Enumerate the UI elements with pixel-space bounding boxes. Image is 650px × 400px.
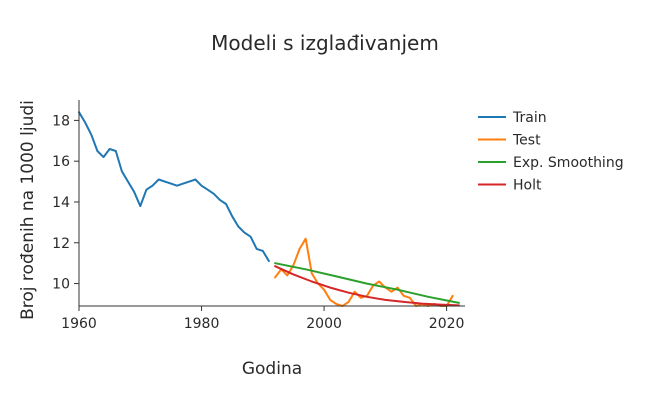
plot-area <box>78 111 460 307</box>
legend-label: Train <box>512 110 547 126</box>
legend-label: Holt <box>513 178 542 194</box>
y-axis-title: Broj rođenih na 1000 ljudi <box>18 100 38 320</box>
y-axis-ticks: 10 12 14 16 18 <box>52 113 79 293</box>
y-tick-label: 12 <box>52 236 70 252</box>
series-line-holt <box>274 265 460 307</box>
x-axis-ticks: 1960 1980 2000 2020 <box>61 306 464 332</box>
x-tick-label: 2020 <box>429 316 465 332</box>
y-tick-label: 14 <box>52 195 70 211</box>
legend-item-test[interactable]: Test <box>478 133 541 149</box>
x-tick-label: 1980 <box>184 316 220 332</box>
y-tick-label: 18 <box>52 113 70 129</box>
legend-item-train[interactable]: Train <box>478 110 547 126</box>
series-line-train <box>78 111 270 263</box>
legend-item-holt[interactable]: Holt <box>478 178 542 194</box>
x-tick-label: 2000 <box>306 316 342 332</box>
series-line-exp-smoothing <box>274 262 460 304</box>
chart-title: Modeli s izglađivanjem <box>211 31 439 55</box>
legend: Train Test Exp. Smoothing Holt <box>478 110 624 194</box>
legend-item-exp-smoothing[interactable]: Exp. Smoothing <box>478 155 624 171</box>
axes <box>78 100 465 307</box>
x-axis-title: Godina <box>242 359 302 379</box>
x-tick-label: 1960 <box>61 316 97 332</box>
y-tick-label: 16 <box>52 154 70 170</box>
y-tick-label: 10 <box>52 277 70 293</box>
legend-label: Exp. Smoothing <box>513 155 624 171</box>
legend-label: Test <box>512 133 541 149</box>
